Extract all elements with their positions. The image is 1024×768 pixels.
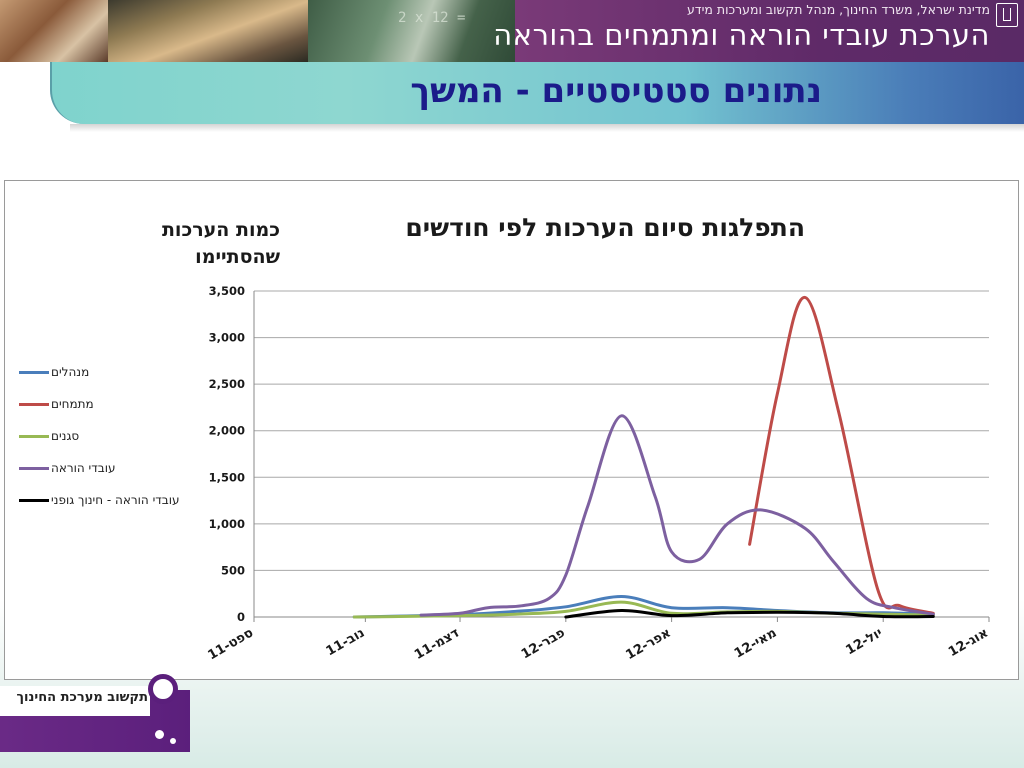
banner-photo-classroom [0, 0, 108, 62]
x-tick-label: נוב-11 [324, 625, 368, 659]
footer-logo-text: תקשוב מערכת החינוך [16, 690, 148, 705]
x-tick-label: ספט-11 [205, 625, 256, 663]
title-bar-shadow [70, 124, 1024, 132]
y-tick-label: 500 [221, 563, 245, 577]
chart-title: התפלגות סיום הערכות לפי חודשים [405, 213, 805, 242]
series-line-4 [419, 414, 935, 617]
y-axis-label: כמות הערכות שהסתיימו [161, 219, 280, 268]
legend-label: סגנים [51, 429, 80, 443]
legend-swatch [19, 402, 49, 406]
legend-swatch [19, 498, 49, 502]
slide-title-bar: נתונים סטטיסטיים - המשך [50, 62, 1024, 124]
line-chart: 0 500 1,000 1,500 2,000 2,500 3,000 3,500 ספט-11… [205, 284, 991, 663]
banner-title: הערכת עובדי הוראה ומתמחים בהוראה [493, 18, 990, 52]
banner-title-area: מדינת ישראל, משרד החינוך, מנהל תקשוב ומע… [493, 0, 1024, 62]
footer-logo-tab [0, 686, 150, 716]
x-tick-label: אפר-12 [623, 625, 673, 663]
x-tick-label: אוג-12 [946, 625, 991, 660]
x-tick-label: פבר-12 [519, 625, 568, 662]
legend-label: עובדי הוראה [51, 461, 116, 475]
x-tick-label: יול-12 [843, 625, 885, 658]
y-tick-label: 2,500 [209, 377, 245, 391]
legend-item: סגנים [19, 420, 219, 452]
legend-item: מנהלים [19, 356, 219, 388]
y-tick-label: 3,000 [209, 331, 245, 345]
y-tick-label: 1,000 [209, 517, 245, 531]
state-emblem-icon [996, 3, 1018, 27]
x-tick-label: דצמ-11 [412, 625, 462, 663]
chart-frame: 0 500 1,000 1,500 2,000 2,500 3,000 3,500 ספט-11… [4, 180, 1019, 680]
y-tick-label: 1,500 [209, 470, 245, 484]
legend-item: עובדי הוראה - חינוך גופני [19, 484, 219, 516]
logo-dot-icon [170, 738, 176, 744]
logo-dot-icon [155, 730, 164, 739]
series-line-2 [748, 296, 935, 615]
banner-photo-teacher [308, 0, 515, 62]
legend-swatch [19, 370, 49, 374]
series-line-5 [564, 608, 935, 619]
y-tick-label: 2,000 [209, 424, 245, 438]
legend-label: עובדי הוראה - חינוך גופני [51, 493, 180, 507]
y-tick-label: 3,500 [209, 284, 245, 298]
logo-ring-icon [148, 674, 178, 704]
legend-item: עובדי הוראה [19, 452, 219, 484]
legend-swatch [19, 466, 49, 470]
x-tick-label: מאי-12 [732, 625, 780, 661]
legend-item: מתמחים [19, 388, 219, 420]
footer-logo: תקשוב מערכת החינוך [0, 672, 195, 754]
legend-label: מתמחים [51, 397, 94, 411]
banner-photo-students [108, 0, 308, 62]
y-tick-label: 0 [237, 610, 245, 624]
slide-title: נתונים סטטיסטיים - המשך [410, 71, 822, 111]
legend-swatch [19, 434, 49, 438]
legend-label: מנהלים [51, 365, 90, 379]
top-banner: מדינת ישראל, משרד החינוך, מנהל תקשוב ומע… [0, 0, 1024, 62]
banner-subtitle: מדינת ישראל, משרד החינוך, מנהל תקשוב ומע… [686, 2, 990, 17]
banner-photo-strip [0, 0, 515, 62]
chart-legend: מנהלים מתמחים סגנים עובדי הוראה עובדי הוראה … [19, 356, 219, 516]
